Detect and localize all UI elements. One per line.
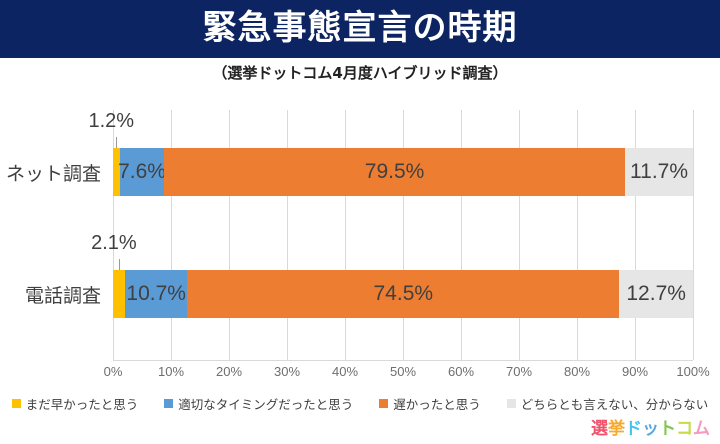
gridline [519, 110, 520, 360]
category-axis: ネット調査電話調査 [0, 110, 113, 360]
bar-segment[interactable]: 7.6% [118, 148, 166, 196]
gridline [229, 110, 230, 360]
segment-value-label: 11.7% [630, 160, 689, 183]
legend-swatch-icon [506, 398, 516, 408]
segment-value-callout: 1.2% [88, 110, 135, 132]
legend-swatch-icon [11, 398, 21, 408]
segment-value-label: 10.7% [126, 282, 186, 305]
bar-segment[interactable]: 74.5% [187, 270, 620, 318]
x-axis-tick-label: 50% [389, 364, 417, 379]
x-axis-tick-label: 70% [505, 364, 533, 379]
x-axis-line [113, 360, 693, 361]
x-axis-tick-label: 30% [273, 364, 301, 379]
x-axis-tick-label: 20% [215, 364, 243, 379]
callout-leader-line [116, 137, 118, 148]
segment-value-callout: 2.1% [91, 232, 137, 254]
segment-value-label: 7.6% [118, 160, 166, 183]
brand-logo: 選挙ドットコム [591, 414, 710, 439]
gridline [403, 110, 404, 360]
legend-label: 適切なタイミングだったと思う [178, 396, 354, 412]
x-axis-tick-label: 80% [563, 364, 591, 379]
gridline [461, 110, 462, 360]
chart-plot-area: 0% 10% 20% 30% 40% 50% 60% 70% 80% 90% 100% 1.2% 7.6… [88, 110, 710, 379]
page-title: 緊急事態宣言の時期 [202, 8, 518, 48]
gridline [287, 110, 288, 360]
segment-value-label: 74.5% [373, 282, 434, 305]
x-axis-tick-label: 90% [621, 364, 649, 379]
logo-character: ッ [642, 419, 659, 439]
legend-swatch-icon [164, 398, 174, 408]
legend-item[interactable]: 遅かったと思う [379, 394, 481, 413]
category-label: 電話調査 [24, 285, 101, 307]
x-axis-tick-label: 100% [676, 364, 710, 379]
category-label: ネット調査 [5, 163, 101, 185]
legend-swatch-icon [379, 398, 389, 408]
gridline [693, 110, 694, 360]
gridline [113, 110, 114, 360]
bar-segment[interactable]: 12.7% [619, 270, 693, 318]
segment-value-label: 12.7% [626, 282, 686, 305]
logo-character: ト [659, 419, 676, 439]
bar-segment[interactable]: 79.5% [164, 148, 626, 196]
legend-item[interactable]: 適切なタイミングだったと思う [164, 394, 353, 413]
gridline [577, 110, 578, 360]
x-axis-tick-label: 40% [331, 364, 359, 379]
x-axis-tick-label: 10% [157, 364, 185, 379]
logo-character: ド [625, 419, 642, 439]
logo-character: 選 [591, 419, 608, 439]
bar-row: 7.6% 79.5% 11.7% [113, 148, 693, 196]
bar-row: 10.7% 74.5% 12.7% [113, 270, 693, 318]
gridline [345, 110, 346, 360]
legend-label: 遅かったと思う [393, 396, 481, 412]
chart-subtitle: （選挙ドットコム4月度ハイブリッド調査） [212, 64, 508, 82]
legend-label: どちらとも言えない、分からない [520, 396, 709, 412]
logo-character: 挙 [608, 419, 625, 439]
legend-label: まだ早かったと思う [25, 396, 139, 412]
bar-segment[interactable]: 11.7% [625, 148, 693, 196]
segment-value-label: 79.5% [364, 160, 425, 183]
gridline [635, 110, 636, 360]
legend-item[interactable]: まだ早かったと思う [11, 394, 139, 413]
x-axis-tick-label: 0% [103, 364, 123, 379]
bar-segment[interactable]: 10.7% [125, 270, 188, 318]
logo-character: ム [693, 419, 710, 439]
title-banner: 緊急事態宣言の時期 [0, 0, 720, 56]
bar-segment[interactable] [113, 148, 120, 196]
bar-segment[interactable] [113, 270, 126, 318]
chart-legend: まだ早かったと思う 適切なタイミングだったと思う 遅かったと思う どちらとも言えない、… [0, 392, 720, 414]
x-axis-tick-label: 60% [447, 364, 475, 379]
legend-item[interactable]: どちらとも言えない、分からない [506, 394, 709, 413]
gridline [171, 110, 172, 360]
header-divider [0, 56, 720, 58]
logo-character: コ [676, 419, 693, 439]
callout-leader-line [119, 259, 121, 270]
